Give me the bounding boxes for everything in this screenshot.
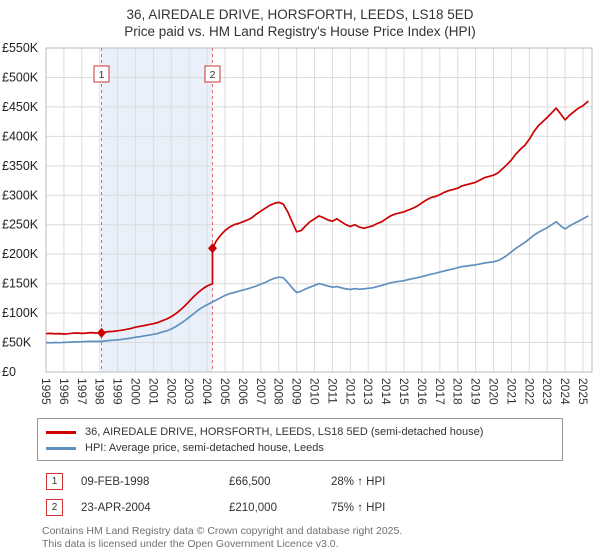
svg-text:2021: 2021 (504, 378, 518, 405)
sale-date-1: 09-FEB-1998 (81, 475, 150, 488)
svg-text:2022: 2022 (522, 378, 536, 405)
svg-text:1: 1 (99, 69, 105, 81)
svg-text:2012: 2012 (343, 378, 357, 405)
svg-text:2000: 2000 (129, 378, 143, 405)
svg-text:2019: 2019 (469, 378, 483, 405)
svg-text:2014: 2014 (379, 378, 393, 405)
svg-text:2024: 2024 (558, 378, 572, 405)
sale-row-1: 1 09-FEB-1998 £66,500 28% ↑ HPI (46, 473, 600, 490)
svg-text:2008: 2008 (272, 378, 286, 405)
svg-text:2001: 2001 (146, 378, 160, 405)
svg-text:£350K: £350K (2, 159, 39, 173)
svg-text:£400K: £400K (2, 129, 39, 143)
sales-list: 1 09-FEB-1998 £66,500 28% ↑ HPI 2 23-APR… (46, 473, 600, 516)
svg-text:2005: 2005 (218, 378, 232, 405)
svg-text:2020: 2020 (487, 378, 501, 405)
svg-text:£200K: £200K (2, 247, 39, 261)
sale-price-2: £210,000 (229, 501, 277, 514)
svg-text:£50K: £50K (2, 336, 32, 350)
license-note: Contains HM Land Registry data © Crown c… (42, 525, 600, 551)
property-line-swatch (46, 430, 76, 434)
svg-text:1998: 1998 (93, 378, 107, 405)
sale-hpi-2: 75% ↑ HPI (331, 501, 386, 514)
svg-text:£550K: £550K (2, 41, 39, 55)
svg-text:2009: 2009 (290, 378, 304, 405)
price-chart: £0 £50K £100K £150K £200K £250K £300K £350K £400… (2, 41, 593, 405)
svg-text:2018: 2018 (451, 378, 465, 405)
chart-title: 36, AIREDALE DRIVE, HORSFORTH, LEEDS, LS… (126, 7, 474, 22)
sale-date-2: 23-APR-2004 (81, 501, 151, 514)
legend-label-hpi: HPI: Average price, semi-detached house,… (85, 442, 324, 454)
svg-text:1999: 1999 (111, 378, 125, 405)
svg-text:£100K: £100K (2, 306, 39, 320)
legend-item-hpi: HPI: Average price, semi-detached house,… (46, 440, 554, 456)
svg-text:£500K: £500K (2, 70, 39, 84)
svg-text:£450K: £450K (2, 100, 39, 114)
svg-text:2003: 2003 (182, 378, 196, 405)
svg-text:2025: 2025 (576, 378, 590, 405)
svg-text:1997: 1997 (75, 378, 89, 405)
sale-price-1: £66,500 (229, 475, 271, 488)
sale-hpi-1: 28% ↑ HPI (331, 475, 386, 488)
svg-text:2011: 2011 (325, 378, 339, 404)
svg-text:2017: 2017 (433, 378, 447, 405)
svg-text:2004: 2004 (200, 378, 214, 405)
svg-text:£250K: £250K (2, 218, 39, 232)
svg-text:£150K: £150K (2, 277, 39, 291)
svg-text:2002: 2002 (164, 378, 178, 405)
sale-marker-2: 2 (46, 499, 63, 516)
sale-marker-1: 1 (46, 473, 63, 490)
svg-text:2006: 2006 (236, 378, 250, 405)
svg-text:2016: 2016 (415, 378, 429, 405)
svg-text:2: 2 (210, 69, 216, 81)
svg-text:2010: 2010 (308, 378, 322, 405)
license-line-1: Contains HM Land Registry data © Crown c… (42, 525, 403, 537)
svg-text:2013: 2013 (361, 378, 375, 405)
legend-label-property: 36, AIREDALE DRIVE, HORSFORTH, LEEDS, LS… (85, 426, 484, 438)
svg-text:2007: 2007 (254, 378, 268, 405)
sale-row-2: 2 23-APR-2004 £210,000 75% ↑ HPI (46, 499, 600, 516)
hpi-line-swatch (46, 446, 76, 450)
chart-legend: 36, AIREDALE DRIVE, HORSFORTH, LEEDS, LS… (37, 418, 563, 461)
svg-text:1996: 1996 (57, 378, 71, 405)
chart-subtitle: Price paid vs. HM Land Registry's House … (124, 24, 476, 39)
svg-text:2015: 2015 (397, 378, 411, 405)
license-line-2: This data is licensed under the Open Gov… (42, 538, 339, 550)
svg-text:2023: 2023 (540, 378, 554, 405)
svg-text:£0: £0 (2, 365, 16, 379)
svg-text:£300K: £300K (2, 188, 39, 202)
legend-item-property: 36, AIREDALE DRIVE, HORSFORTH, LEEDS, LS… (46, 424, 554, 440)
svg-text:1995: 1995 (39, 378, 53, 405)
